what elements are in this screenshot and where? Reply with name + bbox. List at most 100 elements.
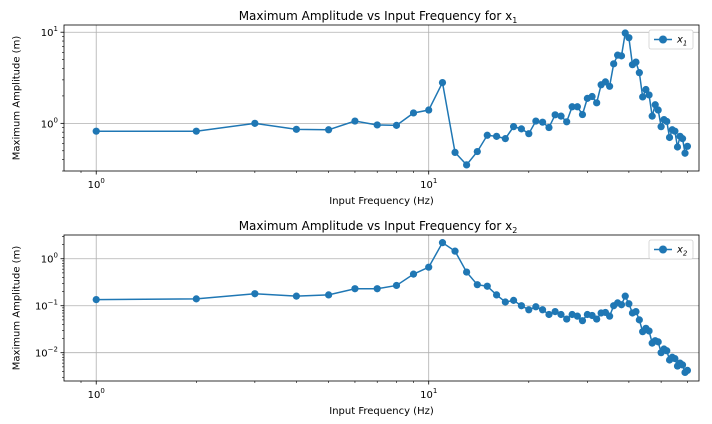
data-point: [192, 127, 200, 135]
data-point: [593, 99, 601, 107]
data-point: [645, 91, 653, 99]
x-tick-label: 101: [420, 387, 437, 401]
y-tick-label: 100: [41, 252, 58, 266]
data-point: [373, 121, 381, 129]
data-point: [635, 316, 643, 324]
data-point: [532, 303, 540, 311]
legend-point-marker: [659, 245, 667, 254]
data-point: [463, 161, 471, 169]
data-point: [683, 366, 692, 375]
data-point: [657, 123, 665, 131]
data-point: [593, 315, 601, 323]
data-point: [625, 300, 633, 308]
legend-entry: x1: [676, 35, 687, 48]
data-point: [463, 268, 471, 276]
data-point: [473, 281, 481, 289]
data-point: [392, 121, 401, 129]
y-tick-label: 100: [41, 116, 58, 130]
data-point: [563, 118, 571, 126]
data-point: [578, 317, 587, 325]
data-point: [671, 354, 679, 363]
data-point: [663, 347, 671, 355]
data-point: [325, 291, 333, 299]
data-point: [678, 361, 687, 369]
data-point: [639, 93, 647, 101]
chart-title-subscript: 2: [512, 226, 517, 235]
data-point: [545, 123, 553, 132]
legend-entry-subscript: 1: [683, 40, 687, 48]
data-point: [632, 58, 640, 66]
data-point: [251, 290, 259, 298]
data-point: [292, 125, 300, 133]
y-axis-label: Maximum Amplitude (m): [12, 246, 23, 371]
data-point: [545, 310, 553, 319]
data-point: [351, 117, 359, 125]
data-point: [92, 127, 100, 135]
data-point: [538, 118, 547, 126]
data-point: [525, 306, 533, 314]
data-point: [568, 103, 576, 111]
subplot-x1: Maximum Amplitude vs Input Frequency for…: [12, 9, 700, 207]
chart-title: Maximum Amplitude vs Input Frequency for…: [239, 9, 518, 25]
data-point: [563, 315, 571, 323]
data-point: [578, 110, 587, 119]
data-point: [473, 147, 481, 156]
data-point: [673, 143, 682, 151]
data-point: [517, 125, 526, 133]
data-point: [538, 306, 547, 314]
data-point: [483, 131, 491, 139]
legend: x2: [648, 239, 694, 260]
data-point: [557, 310, 565, 319]
data-point: [351, 285, 359, 293]
data-point: [509, 123, 518, 131]
subplot-x2: Maximum Amplitude vs Input Frequency for…: [12, 219, 700, 417]
data-point: [509, 296, 518, 304]
y-axis-label: Maximum Amplitude (m): [12, 36, 23, 161]
data-point: [451, 247, 459, 255]
data-point: [645, 327, 653, 335]
data-point: [409, 109, 418, 117]
data-point: [681, 149, 689, 157]
data-point: [551, 111, 559, 119]
data-point: [573, 312, 581, 320]
data-point: [373, 285, 381, 293]
chart-title: Maximum Amplitude vs Input Frequency for…: [239, 219, 518, 235]
data-point: [654, 106, 662, 114]
data-point: [525, 130, 533, 138]
data-point: [492, 132, 501, 140]
data-point: [642, 85, 650, 94]
data-point: [483, 282, 491, 290]
data-point: [635, 69, 643, 77]
y-tick-label: 101: [41, 25, 58, 39]
data-point: [438, 79, 447, 87]
data-point: [632, 307, 640, 316]
data-point: [678, 135, 687, 143]
data-point: [517, 302, 526, 310]
x-axis-label: Input Frequency (Hz): [329, 406, 434, 417]
data-point: [621, 292, 629, 300]
data-point: [425, 263, 433, 271]
data-point: [654, 338, 662, 346]
data-point: [492, 291, 501, 299]
y-tick-label: 10−2: [35, 346, 58, 360]
data-point: [551, 307, 559, 316]
data-point: [251, 119, 259, 127]
data-point: [625, 34, 633, 42]
chart-title-subscript: 1: [512, 16, 517, 25]
data-point: [292, 292, 300, 300]
data-point: [573, 103, 581, 111]
legend-point-marker: [659, 35, 667, 44]
data-point: [392, 281, 401, 290]
data-point: [606, 312, 614, 320]
x-tick-label: 101: [420, 177, 437, 191]
data-point: [617, 301, 626, 309]
data-point: [683, 142, 692, 150]
data-point: [425, 106, 433, 114]
data-point: [671, 127, 679, 135]
data-point: [92, 296, 100, 304]
plot-area: [63, 24, 700, 172]
data-point: [557, 112, 565, 120]
x-axis-label: Input Frequency (Hz): [329, 196, 434, 207]
data-point: [610, 60, 618, 68]
